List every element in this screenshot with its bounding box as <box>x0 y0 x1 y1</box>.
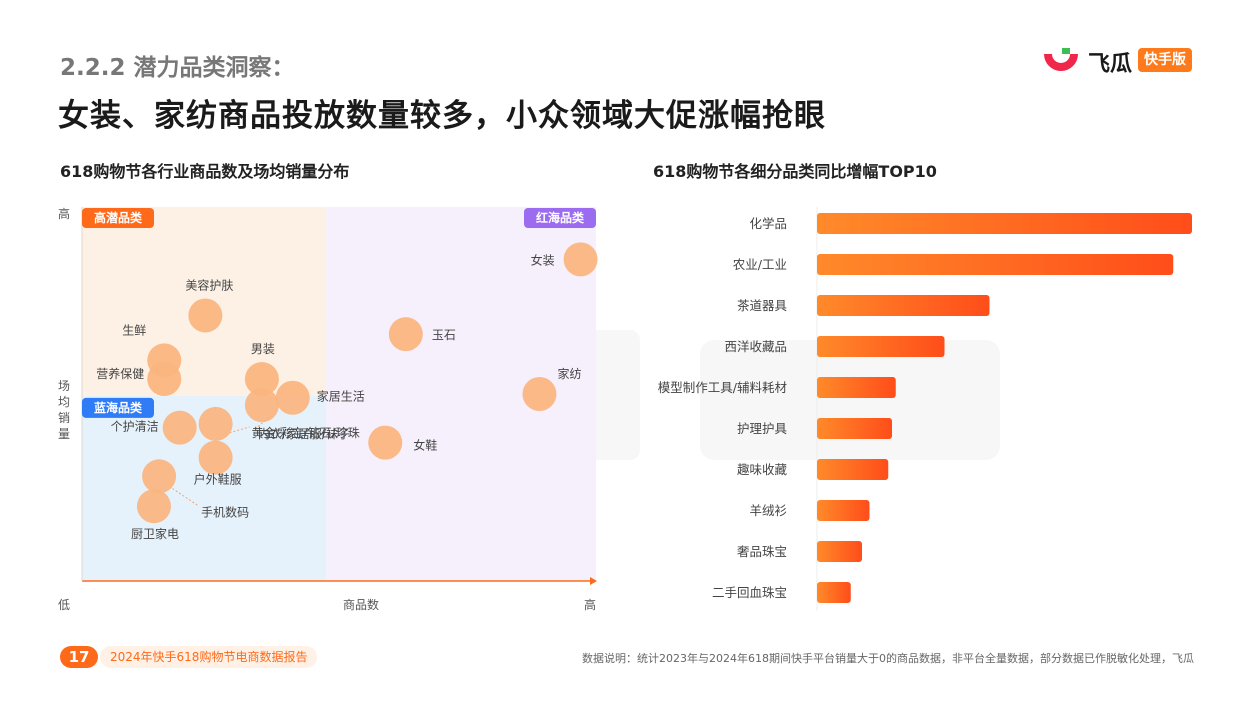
x-axis-arrow <box>590 577 597 585</box>
scatter-bubble <box>147 362 182 397</box>
scatter-bubble <box>563 242 598 277</box>
scatter-point-label: 黄金/彩宝/钻石/珍珠 <box>252 425 360 440</box>
scatter-bubble <box>522 377 557 411</box>
scatter-bubble <box>188 298 223 333</box>
feigua-logo-icon <box>1044 48 1078 71</box>
scatter-point-label: 美容护肤 <box>185 277 233 292</box>
bar <box>817 295 990 316</box>
tag-high-potential-label: 高潜品类 <box>94 210 143 225</box>
bar <box>817 418 892 439</box>
bar <box>817 500 870 521</box>
tag-red-sea-bg <box>524 208 596 228</box>
bar <box>817 213 1192 234</box>
y-axis-label-char: 均 <box>58 395 70 409</box>
scatter-point-label: 生鲜 <box>122 323 146 337</box>
scatter-bubble <box>136 489 171 524</box>
scatter-point-label: 户外鞋服 <box>194 472 242 487</box>
bar-category-label: 茶道器具 <box>737 298 788 313</box>
bar-category-label: 农业/工业 <box>733 257 787 272</box>
x-low-label: 低 <box>58 598 70 612</box>
scatter-point-label: 个护清洁 <box>111 420 159 434</box>
scatter-point-label: 女装 <box>531 252 555 267</box>
bar-category-label: 趣味收藏 <box>737 462 788 477</box>
report-title-badge: 2024年快手618购物节电商数据报告 <box>100 646 318 668</box>
feigua-logo: 飞瓜 快手版 <box>1040 44 1200 78</box>
bar-category-label: 奢品珠宝 <box>737 544 787 559</box>
y-axis-label-char: 销 <box>58 411 70 425</box>
bar-category-label: 模型制作工具/辅料耗材 <box>658 380 787 395</box>
scatter-point-label: 玉石 <box>432 328 456 342</box>
page-headline: 女装、家纺商品投放数量较多，小众领域大促涨幅抢眼 <box>58 98 826 134</box>
scatter-bubble <box>198 406 233 441</box>
scatter-bubble <box>368 425 403 460</box>
scatter-point-label: 厨卫家电 <box>131 526 179 541</box>
y-axis-label-char: 场 <box>58 379 70 393</box>
scatter-bubble <box>244 388 279 423</box>
scatter-bubble <box>198 440 233 475</box>
scatter-bubble <box>244 362 279 397</box>
x-axis-label: 商品数 <box>343 597 379 612</box>
scatter-point-label: 手机数码 <box>201 504 249 519</box>
page-number-badge: 17 <box>60 646 98 668</box>
logo-text: 飞瓜 <box>1088 52 1133 77</box>
bar-category-label: 护理护具 <box>737 421 788 436</box>
tag-high-potential-bg <box>82 208 154 228</box>
tag-high-potential: 高潜品类 <box>82 208 154 228</box>
bar <box>817 377 896 398</box>
logo-badge: 快手版 <box>1138 48 1192 72</box>
bar <box>817 541 862 562</box>
bar-category-label: 二手回血珠宝 <box>712 585 787 600</box>
bar <box>817 582 851 603</box>
tag-blue-sea: 蓝海品类 <box>82 397 154 418</box>
scatter-point-label: 家居生活 <box>317 389 365 404</box>
bar <box>817 336 945 357</box>
tag-red-sea-label: 红海品类 <box>536 210 585 225</box>
y-high-label: 高 <box>58 206 70 221</box>
bar-chart-title: 618购物节各细分品类同比增幅TOP10 <box>653 162 937 181</box>
leader-line <box>255 414 273 429</box>
section-label: 2.2.2 潜力品类洞察： <box>60 55 295 81</box>
tag-blue-sea-label: 蓝海品类 <box>94 400 143 415</box>
x-high-label: 高 <box>584 597 596 612</box>
bar <box>817 459 889 480</box>
scatter-bubble <box>142 459 177 494</box>
scatter-point-label: 内衣/家居服/袜子 <box>258 426 350 441</box>
scatter-bubble <box>162 410 197 445</box>
scatter-chart-title: 618购物节各行业商品数及场均销量分布 <box>60 162 350 181</box>
scatter-bubble <box>275 380 310 415</box>
tag-red-sea: 红海品类 <box>524 208 596 228</box>
bar-category-label: 化学品 <box>749 216 787 231</box>
y-axis-label-char: 量 <box>58 427 70 441</box>
scatter-point-label: 营养保健 <box>96 366 144 381</box>
scatter-point-label: 女鞋 <box>413 438 437 453</box>
scatter-point-label: 家纺 <box>557 366 581 381</box>
bar <box>817 254 1174 275</box>
bar-category-label: 西洋收藏品 <box>724 339 787 354</box>
scatter-point-label: 男装 <box>251 342 275 356</box>
tag-blue-sea-bg <box>82 397 154 418</box>
bar-category-label: 羊绒衫 <box>749 503 787 518</box>
data-note: 数据说明：统计2023年与2024年618期间快手平台销量大于0的商品数据，非平… <box>582 652 1194 665</box>
scatter-bubble <box>388 317 423 352</box>
